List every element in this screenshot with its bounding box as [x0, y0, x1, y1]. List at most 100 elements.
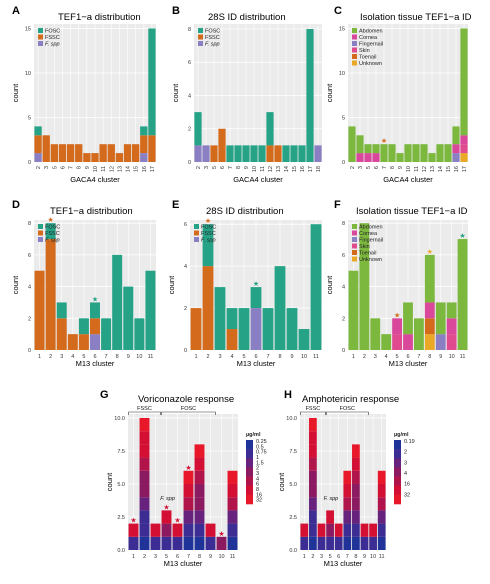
legend: AbdomenCorneaFingernailSkinToenailUnknow…: [352, 224, 383, 263]
colorbar-segment: [246, 440, 253, 450]
bar-segment: [359, 223, 370, 350]
y-tick-label: 6: [28, 253, 31, 259]
bar-segment: [377, 497, 386, 511]
x-tick-label: 14: [126, 166, 132, 172]
x-tick-label: 1: [352, 354, 355, 360]
colorbar-label: 0.19: [404, 439, 415, 445]
bar-segment: [309, 457, 317, 471]
x-axis-label: M13 cluster: [324, 559, 363, 568]
x-tick-label: 2: [363, 354, 366, 360]
bar-segment: [216, 536, 227, 550]
bar-segment: [50, 144, 58, 162]
significance-star: ★: [47, 216, 53, 224]
bar-segment: [343, 523, 352, 537]
panel-letter: C: [334, 5, 342, 17]
x-tick-label: 10: [218, 554, 224, 560]
bar-segment: [377, 536, 386, 550]
panel-letter: H: [284, 389, 292, 401]
bar-segment: [194, 145, 202, 162]
y-tick-label: 0: [28, 348, 31, 354]
x-axis-label: M13 cluster: [164, 559, 203, 568]
bar-segment: [250, 287, 262, 309]
bar-segment: [238, 308, 250, 350]
bar-segment: [317, 523, 326, 537]
x-axis-label: M13 cluster: [237, 359, 276, 368]
bar-segment: [250, 145, 258, 162]
bar-segment: [227, 523, 238, 537]
y-axis-label: count: [11, 275, 20, 294]
bar-segment: [286, 308, 298, 350]
bar-segment: [428, 153, 436, 162]
significance-star: ★: [130, 517, 136, 525]
bar-segment: [139, 457, 150, 471]
y-axis-label: count: [11, 83, 20, 102]
legend-label: Skin: [359, 244, 370, 250]
bar-segment: [352, 457, 360, 471]
bar-segment: [309, 510, 317, 524]
y-axis-label: count: [325, 275, 334, 294]
x-tick-label: 16: [142, 166, 148, 172]
x-tick-label: 12: [422, 166, 428, 172]
bar-segment: [190, 308, 202, 350]
bar-segment: [250, 308, 262, 350]
y-axis-label: count: [325, 83, 334, 102]
bar-segment: [392, 334, 402, 350]
significance-star: ★: [92, 295, 98, 303]
significance-star: ★: [174, 517, 180, 525]
x-tick-label: 11: [414, 166, 420, 172]
bar-segment: [56, 318, 67, 350]
legend-swatch: [352, 34, 357, 40]
bar-segment: [360, 536, 369, 550]
bar-segment: [377, 523, 386, 537]
bar-segment: [128, 523, 139, 537]
colorbar-segment: [246, 476, 253, 487]
colorbar-legend: µg/ml0.19 2 3 4 16 32: [394, 432, 415, 505]
significance-star: ★: [394, 311, 400, 319]
colorbar-segment: [394, 458, 401, 468]
bar-segment: [115, 153, 124, 162]
x-tick-label: 6: [337, 554, 340, 560]
y-tick-label: 5.0: [289, 482, 297, 488]
x-tick-label: 10: [93, 166, 99, 172]
y-tick-label: 8: [342, 221, 345, 227]
legend-swatch: [352, 256, 357, 262]
colorbar-segment: [246, 449, 253, 459]
group-label: FOSC: [340, 406, 355, 412]
legend-swatch: [352, 250, 357, 255]
bar-segment: [356, 153, 364, 162]
bar-segment: [42, 135, 50, 162]
legend-label: FOSC: [45, 225, 60, 231]
bar-segment: [452, 126, 460, 145]
bar-segment: [227, 497, 238, 511]
legend-label: Fingernail: [359, 42, 383, 48]
bar-segment: [424, 334, 435, 350]
bar-segment: [356, 135, 364, 154]
bar-segment: [310, 224, 322, 350]
bar-segment: [134, 318, 145, 350]
x-tick-label: 8: [77, 166, 83, 169]
bar-segment: [112, 254, 123, 350]
bar-segment: [460, 135, 468, 145]
y-tick-label: 15: [25, 26, 31, 32]
y-tick-label: 0: [28, 160, 31, 166]
bar-segment: [343, 510, 352, 524]
bar-segment: [194, 497, 205, 511]
x-tick-label: 6: [176, 554, 179, 560]
y-tick-label: 2: [28, 316, 31, 322]
group-label: FOSC: [181, 406, 196, 412]
legend-label: Cornea: [359, 35, 378, 41]
bar-segment: [139, 536, 150, 550]
x-tick-label: 3: [320, 554, 323, 560]
legend-swatch: [352, 47, 357, 53]
y-tick-label: 0: [342, 348, 345, 354]
bar-segment: [298, 145, 306, 162]
y-tick-label: 4: [184, 264, 187, 270]
bar-segment: [460, 28, 468, 136]
bar-segment: [343, 536, 352, 550]
bar-segment: [424, 318, 435, 335]
bar-segment: [306, 28, 314, 163]
x-tick-label: 1: [303, 554, 306, 560]
x-tick-label: 3: [44, 166, 50, 169]
bar-segment: [446, 302, 457, 319]
